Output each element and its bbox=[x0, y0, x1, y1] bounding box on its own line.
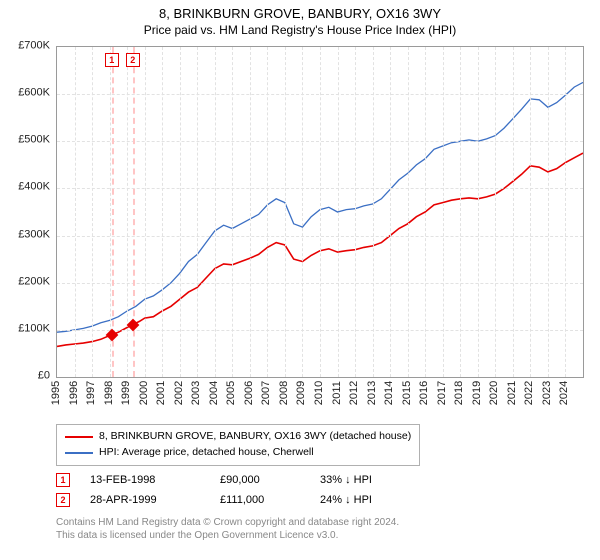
footnote-line: Contains HM Land Registry data © Crown c… bbox=[56, 516, 399, 529]
gridline-v bbox=[548, 47, 549, 377]
legend-item: 8, BRINKBURN GROVE, BANBURY, OX16 3WY (d… bbox=[65, 429, 411, 445]
x-tick-label: 2023 bbox=[541, 378, 553, 408]
gridline-v bbox=[355, 47, 356, 377]
chart-title: 8, BRINKBURN GROVE, BANBURY, OX16 3WY bbox=[0, 0, 600, 23]
gridline-v bbox=[110, 47, 111, 377]
gridline-v bbox=[250, 47, 251, 377]
gridline-v bbox=[215, 47, 216, 377]
gridline-v bbox=[460, 47, 461, 377]
gridline-v bbox=[373, 47, 374, 377]
gridline-v bbox=[425, 47, 426, 377]
x-tick-label: 2019 bbox=[471, 378, 483, 408]
chart-subtitle: Price paid vs. HM Land Registry's House … bbox=[0, 23, 600, 41]
gridline-v bbox=[232, 47, 233, 377]
gridline-v bbox=[145, 47, 146, 377]
y-tick-label: £0 bbox=[0, 371, 56, 382]
event-number-box: 2 bbox=[56, 493, 70, 507]
gridline-v bbox=[75, 47, 76, 377]
x-tick-label: 2017 bbox=[436, 378, 448, 408]
gridline-v bbox=[320, 47, 321, 377]
gridline-v bbox=[478, 47, 479, 377]
x-tick-label: 1995 bbox=[50, 378, 62, 408]
y-tick-label: £200K bbox=[0, 276, 56, 287]
footnote-line: This data is licensed under the Open Gov… bbox=[56, 529, 399, 542]
legend-item: HPI: Average price, detached house, Cher… bbox=[65, 445, 411, 461]
chart-plot-area: 12 bbox=[56, 46, 584, 378]
gridline-v bbox=[443, 47, 444, 377]
gridline-v bbox=[180, 47, 181, 377]
y-tick-label: £400K bbox=[0, 182, 56, 193]
x-tick-label: 2002 bbox=[173, 378, 185, 408]
x-tick-label: 2024 bbox=[558, 378, 570, 408]
chart-legend: 8, BRINKBURN GROVE, BANBURY, OX16 3WY (d… bbox=[56, 424, 420, 466]
x-tick-label: 2001 bbox=[155, 378, 167, 408]
event-date: 13-FEB-1998 bbox=[90, 474, 220, 486]
gridline-v bbox=[267, 47, 268, 377]
x-tick-label: 2015 bbox=[401, 378, 413, 408]
y-tick-label: £700K bbox=[0, 41, 56, 52]
gridline-v bbox=[530, 47, 531, 377]
event-vline bbox=[112, 47, 114, 377]
y-tick-label: £600K bbox=[0, 88, 56, 99]
gridline-v bbox=[495, 47, 496, 377]
x-tick-label: 1997 bbox=[85, 378, 97, 408]
event-marker-box: 2 bbox=[126, 53, 140, 67]
gridline-v bbox=[513, 47, 514, 377]
x-tick-label: 2014 bbox=[383, 378, 395, 408]
x-tick-label: 2003 bbox=[190, 378, 202, 408]
x-tick-label: 1996 bbox=[68, 378, 80, 408]
x-tick-label: 2006 bbox=[243, 378, 255, 408]
event-marker-box: 1 bbox=[105, 53, 119, 67]
event-date: 28-APR-1999 bbox=[90, 494, 220, 506]
gridline-v bbox=[565, 47, 566, 377]
event-price: £90,000 bbox=[220, 474, 320, 486]
x-tick-label: 2012 bbox=[348, 378, 360, 408]
event-pct: 33% ↓ HPI bbox=[320, 474, 440, 486]
x-tick-label: 2018 bbox=[453, 378, 465, 408]
gridline-v bbox=[127, 47, 128, 377]
y-tick-label: £500K bbox=[0, 135, 56, 146]
event-row: 2 28-APR-1999£111,00024% ↓ HPI bbox=[56, 490, 440, 510]
gridline-v bbox=[408, 47, 409, 377]
x-tick-label: 2020 bbox=[488, 378, 500, 408]
gridline-v bbox=[338, 47, 339, 377]
event-table: 1 13-FEB-1998£90,00033% ↓ HPI 2 28-APR-1999… bbox=[56, 470, 440, 510]
x-tick-label: 2009 bbox=[295, 378, 307, 408]
x-tick-label: 2005 bbox=[225, 378, 237, 408]
gridline-v bbox=[92, 47, 93, 377]
event-price: £111,000 bbox=[220, 494, 320, 506]
x-tick-label: 2007 bbox=[260, 378, 272, 408]
x-tick-label: 2016 bbox=[418, 378, 430, 408]
legend-label: 8, BRINKBURN GROVE, BANBURY, OX16 3WY (d… bbox=[99, 429, 411, 445]
x-tick-label: 2022 bbox=[523, 378, 535, 408]
gridline-v bbox=[390, 47, 391, 377]
legend-swatch bbox=[65, 452, 93, 454]
x-tick-label: 2000 bbox=[138, 378, 150, 408]
gridline-v bbox=[197, 47, 198, 377]
gridline-v bbox=[285, 47, 286, 377]
x-tick-label: 2011 bbox=[331, 378, 343, 408]
event-pct: 24% ↓ HPI bbox=[320, 494, 440, 506]
gridline-v bbox=[162, 47, 163, 377]
x-tick-label: 1998 bbox=[103, 378, 115, 408]
x-tick-label: 2021 bbox=[506, 378, 518, 408]
event-row: 1 13-FEB-1998£90,00033% ↓ HPI bbox=[56, 470, 440, 490]
legend-label: HPI: Average price, detached house, Cher… bbox=[99, 445, 314, 461]
y-tick-label: £100K bbox=[0, 323, 56, 334]
x-tick-label: 1999 bbox=[120, 378, 132, 408]
x-tick-label: 2004 bbox=[208, 378, 220, 408]
event-number-box: 1 bbox=[56, 473, 70, 487]
legend-swatch bbox=[65, 436, 93, 438]
x-tick-label: 2008 bbox=[278, 378, 290, 408]
x-tick-label: 2010 bbox=[313, 378, 325, 408]
x-tick-label: 2013 bbox=[366, 378, 378, 408]
y-tick-label: £300K bbox=[0, 229, 56, 240]
footnote: Contains HM Land Registry data © Crown c… bbox=[56, 516, 399, 542]
gridline-v bbox=[302, 47, 303, 377]
